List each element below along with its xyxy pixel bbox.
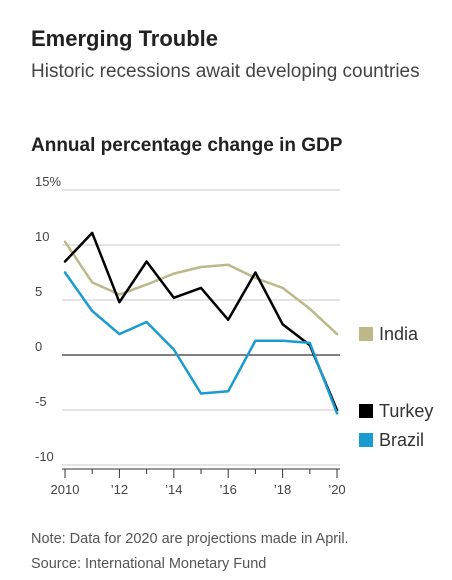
gridlines [62,189,340,466]
series-line-brazil [63,271,339,415]
source-note: Source: International Monetary Fund [31,556,267,572]
series-line-india [63,240,339,336]
x-tick-label: ’14 [165,482,182,497]
chart-heading: Annual percentage change in GDP [31,135,343,156]
legend: India Turkey Brazil [359,324,433,450]
footnotes: Note: Data for 2020 are projections made… [31,527,349,577]
x-tick-label: ’16 [220,482,237,497]
y-tick-label: 0 [35,339,42,354]
y-tick-label: 10 [35,229,49,244]
x-tick-label: 2010 [51,482,80,497]
y-tick-label: -10 [35,449,54,464]
y-tick-label: -5 [35,394,47,409]
gdp-line-chart: 15% 10 5 0 -5 -10 2010 ’12 ’14 ’16 ’18 ’20 India Tu… [35,174,433,497]
legend-label-india: India [379,324,419,344]
series-line-turkey [63,231,339,412]
legend-swatch-brazil [359,433,373,447]
series-lines [63,231,339,415]
data-note: Note: Data for 2020 are projections made… [31,531,349,547]
legend-label-brazil: Brazil [379,430,424,450]
x-axis: 2010 ’12 ’14 ’16 ’18 ’20 [51,468,346,497]
y-tick-label: 5 [35,284,42,299]
legend-swatch-turkey [359,404,373,418]
x-tick-label: ’20 [328,482,345,497]
legend-label-turkey: Turkey [379,401,433,421]
chart-title: Emerging Trouble [31,26,219,51]
y-tick-label: 15% [35,174,61,189]
x-tick-label: ’18 [274,482,291,497]
legend-swatch-india [359,327,373,341]
x-tick-label: ’12 [111,482,128,497]
chart-subtitle: Historic recessions await developing cou… [31,61,420,82]
y-axis-ticks: 15% 10 5 0 -5 -10 [35,174,61,464]
